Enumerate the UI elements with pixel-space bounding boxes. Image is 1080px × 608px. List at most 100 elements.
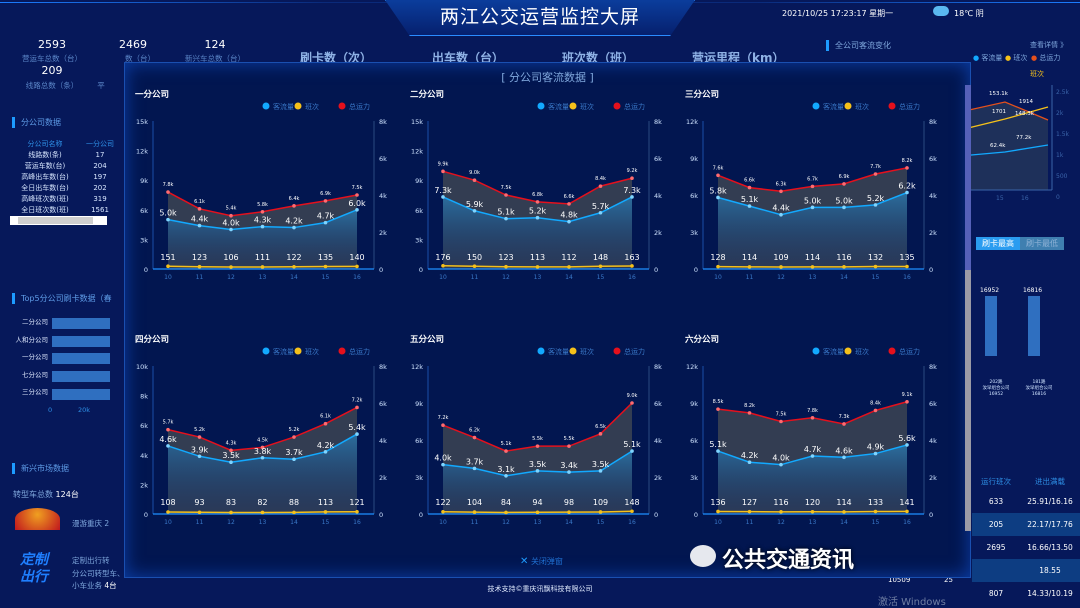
x-tick-label: 14 [565, 274, 573, 281]
passenger-point [292, 226, 296, 230]
x-tick-label: 16 [903, 519, 911, 526]
legend-dot [570, 348, 577, 355]
trips-point [748, 510, 752, 514]
y2-tick-label: 4k [654, 437, 662, 445]
capacity-label: 9.2k [627, 168, 638, 174]
y2-tick-label: 6k [929, 400, 937, 408]
passenger-label: 4.4k [772, 204, 790, 213]
trips-point [261, 511, 265, 515]
passenger-point [229, 228, 233, 232]
capacity-point [536, 200, 540, 204]
y-tick-label: 0 [144, 266, 148, 274]
capacity-point [441, 423, 445, 427]
y2-tick-label: 0 [654, 511, 658, 519]
capacity-label: 7.2k [352, 397, 363, 403]
passenger-point [874, 203, 878, 207]
x-tick-label: 10 [164, 274, 172, 281]
trips-point [630, 509, 634, 513]
trips-point [874, 265, 878, 269]
legend-label: 总运力 [624, 102, 645, 111]
y-tick-label: 9k [415, 400, 423, 408]
stat-label-partial: 平 [95, 80, 107, 91]
legend-dot [538, 348, 545, 355]
y2-tick-label: 4k [379, 192, 387, 200]
y-tick-label: 15k [136, 118, 148, 126]
chart-title: 四分公司 [135, 334, 169, 345]
y-tick-label: 10k [136, 363, 148, 371]
legend-label: 班次 [855, 347, 869, 356]
legend-dot [263, 103, 270, 110]
capacity-label: 6.5k [595, 424, 606, 430]
capacity-label: 6.9k [320, 191, 331, 197]
trips-label: 114 [805, 253, 820, 262]
market-total-label: 转型车总数 124台 [13, 489, 79, 500]
y2-tick-label: 8k [654, 363, 662, 371]
legend-dot [339, 103, 346, 110]
legend-label: 总运力 [349, 347, 370, 356]
passenger-label: 4.2k [285, 217, 303, 226]
legend-label: 客流量 [548, 102, 569, 111]
y2-tick-label: 8k [654, 118, 662, 126]
capacity-label: 8.5k [713, 399, 724, 405]
capacity-label: 8.2k [744, 403, 755, 409]
bar-label: 16816 [1023, 287, 1042, 294]
legend-dot [263, 348, 270, 355]
trips-label: 112 [561, 253, 576, 262]
legend-label: 客流量 [273, 102, 294, 111]
y-tick-label: 6k [690, 192, 698, 200]
passenger-point [473, 467, 477, 471]
passenger-point [261, 225, 265, 229]
capacity-point [441, 170, 445, 174]
x-tick-label: 16 [353, 274, 361, 281]
y-tick-label: 9k [690, 155, 698, 163]
x-tick-label: 16 [353, 519, 361, 526]
data-label: 153.1k [989, 91, 1008, 97]
x-tick-label: 16 [628, 519, 636, 526]
close-modal-button[interactable]: ✕ 关闭弹窗 [520, 556, 563, 567]
passenger-point [504, 217, 508, 221]
capacity-point [716, 173, 720, 177]
scrollbar-thumb[interactable] [965, 85, 971, 270]
x-tick-label: 15 [597, 519, 605, 526]
passenger-label: 4.3k [254, 216, 272, 225]
trips-label: 94 [532, 498, 542, 507]
passenger-label: 4.0k [772, 454, 790, 463]
legend-label: 总运力 [349, 102, 370, 111]
y2-tick-label: 6k [379, 400, 387, 408]
capacity-point [504, 193, 508, 197]
trips-label: 163 [624, 253, 639, 262]
capacity-label: 6.7k [807, 176, 818, 182]
close-icon: ✕ [520, 556, 528, 567]
passenger-point [779, 463, 783, 467]
x-tick-label: 11 [746, 519, 754, 526]
chart-title: 一分公司 [135, 89, 169, 100]
passenger-point [261, 456, 265, 460]
y-tick-label: 8k [140, 393, 148, 401]
trips-point [842, 510, 846, 514]
view-details-link[interactable]: 查看详情 》 [1030, 40, 1067, 50]
capacity-point [473, 436, 477, 440]
trips-point [811, 265, 815, 269]
capacity-point [292, 204, 296, 208]
horizontal-scrollbar[interactable] [10, 216, 107, 225]
tab-card-highest[interactable]: 刷卡最高 [976, 237, 1020, 250]
stat-value: 2469 [93, 38, 173, 51]
chart-title: 二分公司 [410, 89, 444, 100]
top5-title: Top5分公司刷卡数据（春 [12, 293, 112, 304]
capacity-label: 9.1k [902, 392, 913, 398]
capacity-label: 6.1k [194, 199, 205, 205]
passenger-point [905, 191, 909, 195]
x-tick-label: 10 [439, 274, 447, 281]
tab-card-lowest[interactable]: 刷卡最低 [1020, 237, 1064, 250]
x-tick-label: 13 [809, 274, 817, 281]
trips-label: 148 [624, 498, 639, 507]
capacity-label: 6.3k [776, 181, 787, 187]
y2-tick-label: 4k [929, 192, 937, 200]
passenger-label: 5.7k [592, 202, 610, 211]
passenger-point [504, 474, 508, 478]
trips-point [811, 510, 815, 514]
y2-tick-label: 2k [379, 474, 387, 482]
